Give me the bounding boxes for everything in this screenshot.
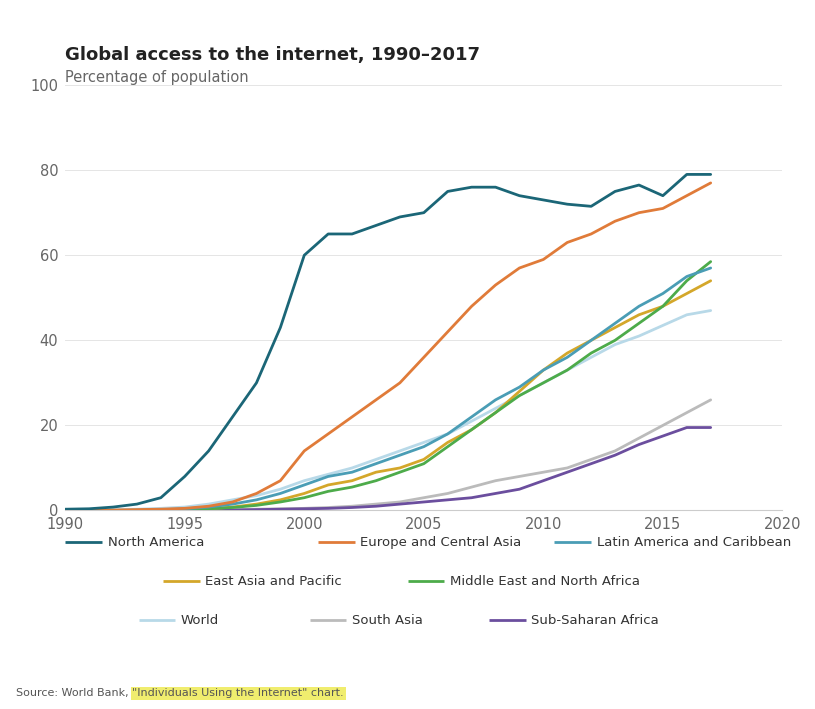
Text: World: World (181, 614, 219, 627)
Text: Middle East and North Africa: Middle East and North Africa (450, 575, 640, 588)
Text: East Asia and Pacific: East Asia and Pacific (205, 575, 342, 588)
Text: Percentage of population: Percentage of population (65, 70, 249, 85)
Text: Sub-Saharan Africa: Sub-Saharan Africa (531, 614, 659, 627)
Text: Latin America and Caribbean: Latin America and Caribbean (597, 536, 791, 549)
Text: South Asia: South Asia (352, 614, 423, 627)
Text: "Individuals Using the Internet" chart.: "Individuals Using the Internet" chart. (132, 688, 344, 698)
Text: North America: North America (108, 536, 204, 549)
Text: Source: World Bank,: Source: World Bank, (16, 688, 132, 698)
Text: Global access to the internet, 1990–2017: Global access to the internet, 1990–2017 (65, 46, 480, 64)
Text: Europe and Central Asia: Europe and Central Asia (360, 536, 522, 549)
